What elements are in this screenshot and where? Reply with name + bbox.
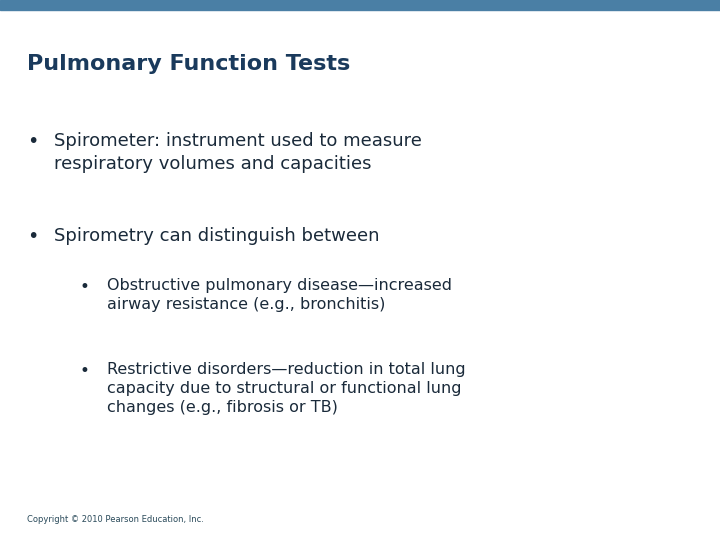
Text: Restrictive disorders—reduction in total lung
capacity due to structural or func: Restrictive disorders—reduction in total… [107,362,465,415]
Text: Pulmonary Function Tests: Pulmonary Function Tests [27,54,351,74]
Text: Spirometry can distinguish between: Spirometry can distinguish between [54,227,379,245]
Text: •: • [79,362,89,380]
Text: •: • [27,132,39,151]
Text: Obstructive pulmonary disease—increased
airway resistance (e.g., bronchitis): Obstructive pulmonary disease—increased … [107,278,451,312]
Bar [0,0,720,10]
Text: •: • [79,278,89,296]
Text: Spirometer: instrument used to measure
respiratory volumes and capacities: Spirometer: instrument used to measure r… [54,132,422,173]
Text: •: • [27,227,39,246]
Text: Copyright © 2010 Pearson Education, Inc.: Copyright © 2010 Pearson Education, Inc. [27,515,204,524]
